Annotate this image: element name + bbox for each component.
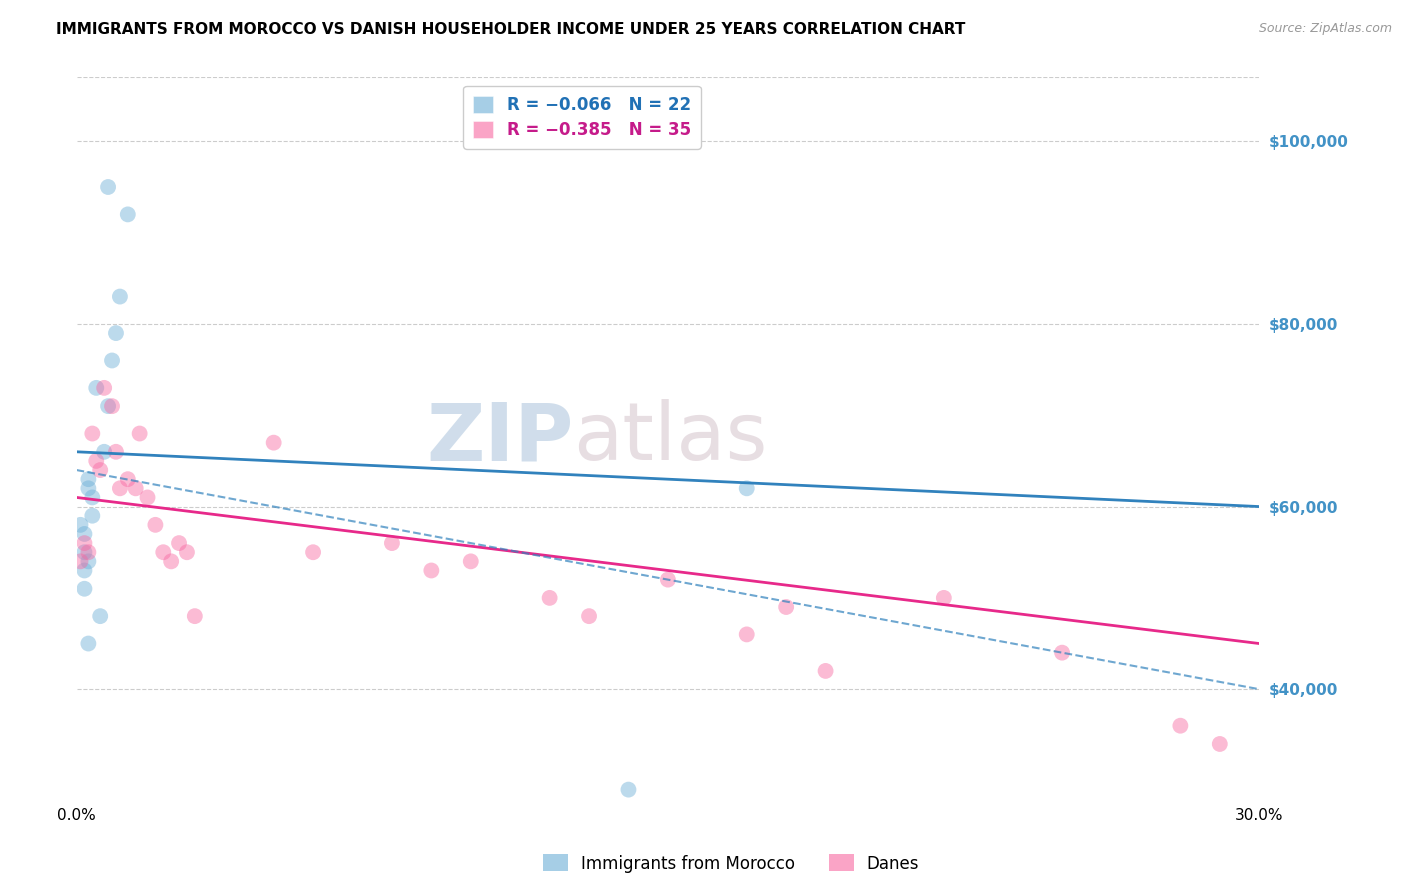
Point <box>108 481 131 495</box>
Point <box>104 444 127 458</box>
Legend: Immigrants from Morocco, Danes: Immigrants from Morocco, Danes <box>536 847 927 880</box>
Point <box>735 627 758 641</box>
Point <box>77 545 100 559</box>
Legend: R = −0.066   N = 22, R = −0.385   N = 35: R = −0.066 N = 22, R = −0.385 N = 35 <box>464 86 700 149</box>
Point <box>1050 646 1073 660</box>
Point <box>578 609 600 624</box>
Point <box>73 545 96 559</box>
Text: atlas: atlas <box>574 399 768 477</box>
Point <box>932 591 955 605</box>
Point <box>617 782 640 797</box>
Point <box>73 536 96 550</box>
Point <box>97 399 120 413</box>
Point <box>77 472 100 486</box>
Point <box>420 564 443 578</box>
Point <box>735 481 758 495</box>
Point <box>125 481 148 495</box>
Point <box>73 582 96 596</box>
Text: Source: ZipAtlas.com: Source: ZipAtlas.com <box>1258 22 1392 36</box>
Point <box>184 609 207 624</box>
Point <box>136 491 159 505</box>
Point <box>538 591 561 605</box>
Point <box>167 536 190 550</box>
Point <box>73 564 96 578</box>
Point <box>101 353 124 368</box>
Point <box>69 554 91 568</box>
Point <box>176 545 198 559</box>
Point <box>77 481 100 495</box>
Text: IMMIGRANTS FROM MOROCCO VS DANISH HOUSEHOLDER INCOME UNDER 25 YEARS CORRELATION : IMMIGRANTS FROM MOROCCO VS DANISH HOUSEH… <box>56 22 966 37</box>
Point <box>302 545 325 559</box>
Point <box>814 664 837 678</box>
Text: ZIP: ZIP <box>426 399 574 477</box>
Point <box>108 289 131 303</box>
Point <box>101 399 124 413</box>
Point <box>77 636 100 650</box>
Point <box>84 454 107 468</box>
Point <box>82 491 104 505</box>
Point <box>657 573 679 587</box>
Point <box>145 517 167 532</box>
Point <box>460 554 482 568</box>
Point <box>84 381 107 395</box>
Point <box>77 554 100 568</box>
Point <box>160 554 183 568</box>
Point <box>1209 737 1232 751</box>
Point <box>93 444 115 458</box>
Point <box>89 609 111 624</box>
Point <box>1170 719 1192 733</box>
Point <box>89 463 111 477</box>
Point <box>117 207 139 221</box>
Point <box>93 381 115 395</box>
Point <box>152 545 174 559</box>
Point <box>73 527 96 541</box>
Point <box>97 180 120 194</box>
Point <box>82 426 104 441</box>
Point <box>104 326 127 340</box>
Point <box>82 508 104 523</box>
Point <box>117 472 139 486</box>
Point <box>263 435 285 450</box>
Point <box>381 536 404 550</box>
Point <box>128 426 150 441</box>
Point <box>775 600 797 615</box>
Point <box>69 517 91 532</box>
